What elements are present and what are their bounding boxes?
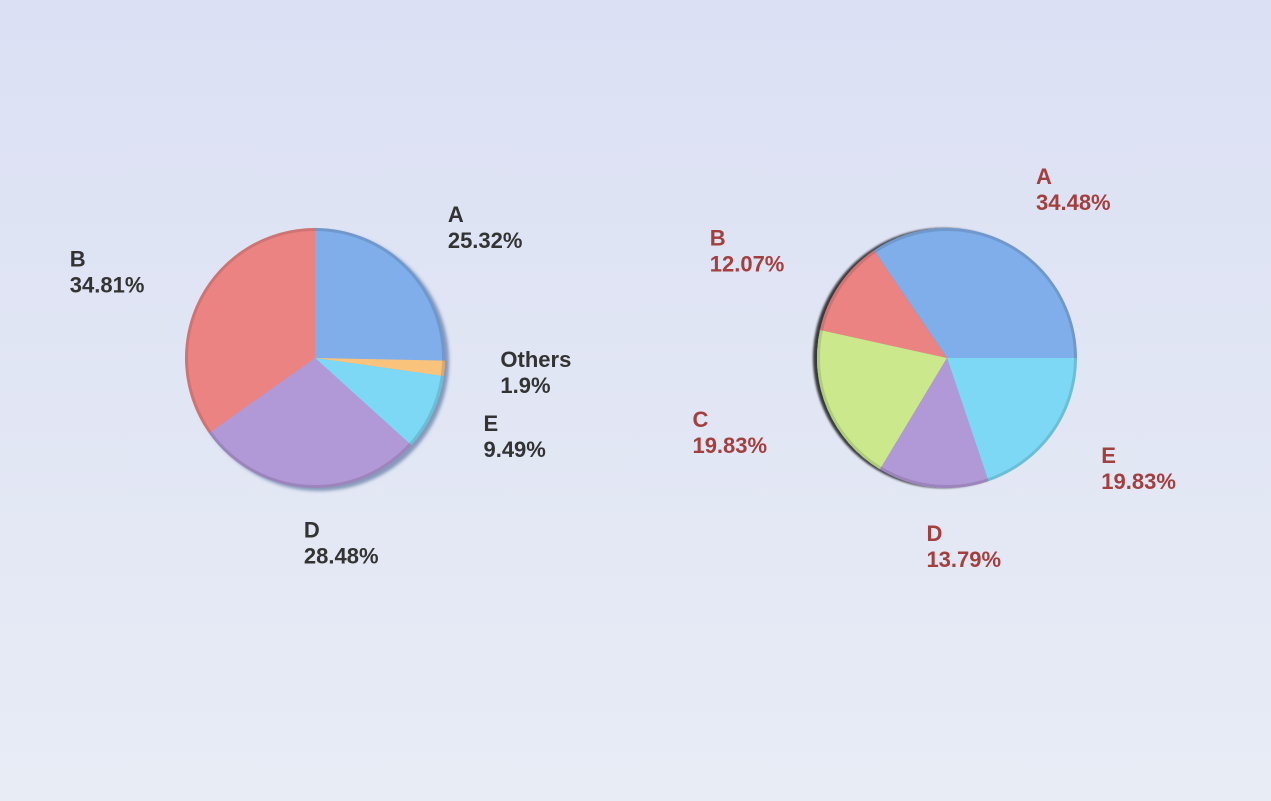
slice-label-e: E 9.49% [483, 411, 545, 462]
pie-slice-c [817, 330, 947, 470]
slice-label-name: D [926, 521, 942, 546]
right-pie [817, 227, 1077, 489]
slice-label-d: D 13.79% [926, 521, 1001, 572]
slice-label-name: A [1036, 164, 1052, 189]
slice-label-b: B 34.81% [70, 247, 145, 298]
slice-label-name: E [483, 411, 498, 436]
slice-label-name: Others [500, 347, 571, 372]
pie-slice-e [315, 358, 444, 446]
slice-label-name: B [70, 247, 86, 272]
pie-slice-a [874, 227, 1077, 358]
pie-slice-others [315, 358, 445, 377]
pie-rim [817, 228, 1077, 488]
slice-label-percent: 9.49% [483, 437, 545, 462]
left-pie [185, 228, 445, 488]
pie-slice-e [947, 358, 1077, 482]
slice-label-percent: 19.83% [1101, 469, 1176, 494]
right-pie-labels: A 34.48%B 12.07%C 19.83%D 13.79%E 19.83% [692, 164, 1175, 572]
slice-label-percent: 28.48% [304, 544, 379, 569]
slice-label-percent: 19.83% [692, 433, 767, 458]
slice-label-d: D 28.48% [304, 518, 379, 569]
slice-label-name: B [710, 225, 726, 250]
slice-label-others: Others 1.9% [500, 347, 571, 398]
slice-label-e: E 19.83% [1101, 443, 1176, 494]
pie-slice-b [820, 250, 947, 358]
slice-label-name: C [692, 407, 708, 432]
slice-label-a: A 34.48% [1036, 164, 1111, 215]
pie-slice-b [185, 228, 315, 434]
slice-label-name: D [304, 518, 320, 543]
slice-label-name: E [1101, 443, 1116, 468]
slice-label-percent: 12.07% [710, 251, 785, 276]
slice-label-percent: 13.79% [926, 547, 1001, 572]
slice-label-name: A [448, 202, 464, 227]
pie-slice-a [315, 228, 445, 361]
left-pie-labels: A 25.32%Others 1.9%E 9.49%D 28.48%B 34.81% [70, 202, 572, 569]
slice-label-percent: 34.81% [70, 273, 145, 298]
slice-label-a: A 25.32% [448, 202, 523, 253]
pie-rim [185, 228, 445, 488]
pie-slice-d [208, 358, 412, 488]
pie-slice-d [879, 358, 989, 489]
slice-label-percent: 1.9% [500, 373, 550, 398]
slice-label-percent: 34.48% [1036, 190, 1111, 215]
slice-label-percent: 25.32% [448, 228, 523, 253]
slice-label-b: B 12.07% [710, 225, 785, 276]
slice-label-c: C 19.83% [692, 407, 767, 458]
